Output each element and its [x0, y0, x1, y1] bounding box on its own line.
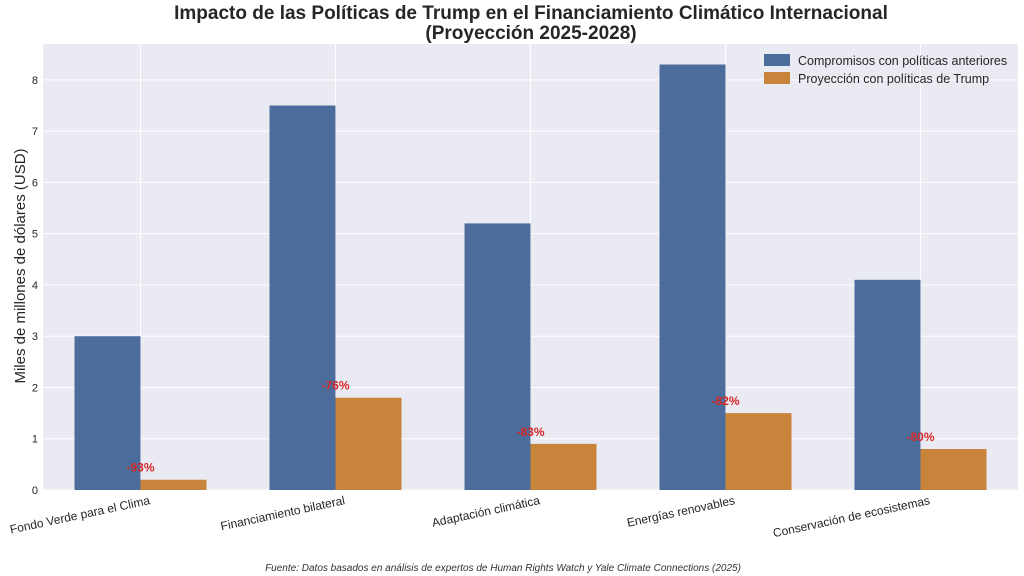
x-tick-label: Financiamiento bilateral: [219, 493, 346, 533]
legend-label-previous: Compromisos con políticas anteriores: [798, 54, 1007, 68]
chart-title-line2: (Proyección 2025-2028): [425, 23, 636, 44]
y-tick-label: 1: [32, 434, 38, 446]
x-tick-label: Adaptación climática: [431, 493, 542, 530]
y-tick-label: 2: [32, 382, 38, 394]
bar-trump: [725, 413, 792, 490]
y-tick-label: 8: [32, 75, 38, 87]
bar-trump: [920, 448, 987, 490]
bar-previous: [854, 279, 921, 490]
y-axis-label: Miles de millones de dólares (USD): [12, 148, 29, 383]
y-tick-label: 6: [32, 177, 38, 189]
legend-label-trump: Proyección con políticas de Trump: [798, 72, 989, 86]
change-label: -93%: [126, 461, 154, 475]
legend-swatch-previous: [764, 54, 790, 66]
y-tick-label: 0: [32, 485, 38, 497]
bar-trump: [140, 479, 207, 490]
y-tick-label: 4: [32, 280, 38, 292]
x-tick-label: Energías renovables: [626, 493, 737, 530]
change-label: -76%: [321, 379, 349, 393]
x-axis-ticks: Fondo Verde para el Clima Financiamiento …: [9, 493, 932, 540]
legend-swatch-trump: [764, 72, 790, 84]
change-label: -83%: [516, 425, 544, 439]
change-label: -80%: [906, 430, 934, 444]
x-tick-label: Conservación de ecosistemas: [772, 493, 931, 540]
y-axis-ticks: 0 1 2 3 4 5 6 7 8: [32, 75, 38, 497]
bar-trump: [530, 443, 597, 490]
x-tick-label: Fondo Verde para el Clima: [9, 493, 152, 536]
y-tick-label: 7: [32, 126, 38, 138]
bar-trump: [335, 397, 402, 490]
bar-previous: [464, 223, 531, 490]
change-labels: -93% -76% -83% -82% -80%: [126, 379, 934, 475]
bar-previous: [74, 336, 141, 490]
legend: Compromisos con políticas anteriores Pro…: [764, 54, 1007, 86]
y-tick-label: 5: [32, 229, 38, 241]
bar-previous: [659, 64, 726, 491]
chart-title-line1: Impacto de las Políticas de Trump en el …: [174, 3, 888, 24]
y-tick-label: 3: [32, 331, 38, 343]
source-note: Fuente: Datos basados en análisis de exp…: [265, 563, 741, 574]
change-label: -82%: [711, 394, 739, 408]
bar-previous: [269, 105, 336, 490]
bars: [74, 64, 987, 491]
